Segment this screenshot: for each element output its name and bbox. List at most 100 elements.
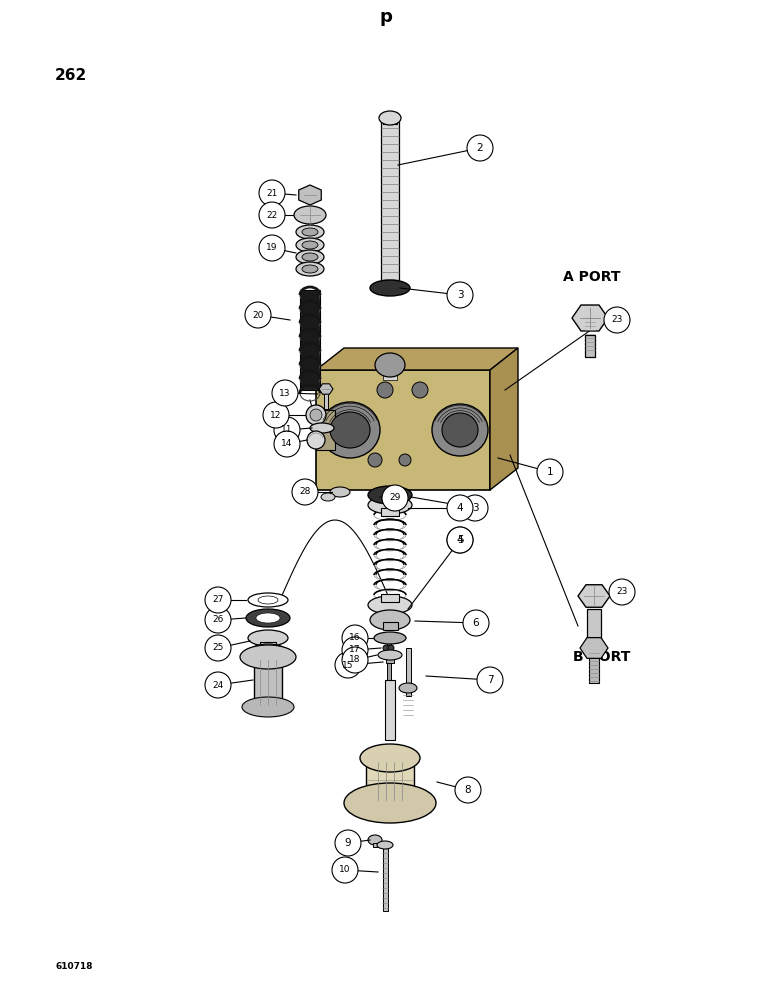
Ellipse shape — [320, 402, 380, 458]
Circle shape — [609, 579, 635, 605]
Circle shape — [259, 180, 285, 206]
Circle shape — [205, 635, 231, 661]
Bar — [324, 387, 328, 409]
Text: 23: 23 — [611, 316, 623, 324]
Bar — [405, 648, 411, 696]
Bar — [382, 622, 398, 630]
Bar — [383, 360, 397, 380]
Circle shape — [447, 527, 473, 553]
Ellipse shape — [248, 593, 288, 607]
Ellipse shape — [368, 496, 412, 514]
Ellipse shape — [375, 353, 405, 377]
Bar — [260, 642, 276, 648]
Ellipse shape — [368, 453, 382, 467]
Ellipse shape — [306, 405, 326, 425]
Ellipse shape — [330, 487, 350, 497]
Bar — [585, 335, 595, 357]
Text: 8: 8 — [465, 785, 472, 795]
Text: 7: 7 — [486, 675, 493, 685]
Circle shape — [342, 647, 368, 673]
Ellipse shape — [370, 610, 410, 630]
Circle shape — [604, 307, 630, 333]
Ellipse shape — [258, 596, 278, 604]
Ellipse shape — [378, 650, 402, 660]
Circle shape — [274, 417, 300, 443]
Bar — [382, 846, 388, 910]
Ellipse shape — [360, 744, 420, 772]
Text: p: p — [380, 8, 392, 26]
Text: 29: 29 — [389, 493, 401, 502]
Bar — [301, 292, 319, 388]
Ellipse shape — [296, 250, 324, 264]
Circle shape — [447, 527, 473, 553]
Ellipse shape — [296, 225, 324, 239]
Text: 15: 15 — [342, 660, 354, 670]
Circle shape — [272, 380, 298, 406]
Ellipse shape — [302, 241, 318, 249]
Text: 18: 18 — [349, 656, 361, 664]
Ellipse shape — [330, 412, 370, 448]
Ellipse shape — [383, 645, 389, 651]
Text: 4: 4 — [457, 535, 463, 545]
Circle shape — [205, 672, 231, 698]
Text: 10: 10 — [339, 865, 350, 874]
Text: 610718: 610718 — [55, 962, 93, 971]
Ellipse shape — [256, 613, 280, 623]
Polygon shape — [299, 185, 321, 205]
Text: 5: 5 — [457, 535, 463, 545]
Text: 11: 11 — [281, 426, 293, 434]
Text: 24: 24 — [212, 680, 224, 690]
Text: 19: 19 — [266, 243, 278, 252]
Circle shape — [332, 857, 358, 883]
Text: B PORT: B PORT — [573, 650, 631, 664]
Ellipse shape — [246, 609, 290, 627]
Text: A PORT: A PORT — [563, 270, 621, 284]
Ellipse shape — [368, 835, 382, 845]
Text: 27: 27 — [212, 595, 224, 604]
Circle shape — [463, 610, 489, 636]
Circle shape — [245, 302, 271, 328]
Circle shape — [263, 402, 289, 428]
Ellipse shape — [370, 280, 410, 296]
Bar — [589, 653, 599, 683]
Text: 22: 22 — [266, 211, 278, 220]
Polygon shape — [580, 638, 608, 658]
Polygon shape — [578, 585, 610, 607]
Text: 26: 26 — [212, 615, 224, 624]
Bar — [381, 120, 399, 280]
Circle shape — [205, 607, 231, 633]
Text: 21: 21 — [266, 188, 278, 198]
Ellipse shape — [379, 111, 401, 125]
Ellipse shape — [388, 645, 394, 651]
Polygon shape — [316, 410, 335, 450]
Ellipse shape — [302, 228, 318, 236]
Circle shape — [462, 495, 488, 521]
Ellipse shape — [344, 783, 436, 823]
Circle shape — [342, 625, 368, 651]
Text: 6: 6 — [472, 618, 479, 628]
Circle shape — [205, 587, 231, 613]
Ellipse shape — [296, 238, 324, 252]
Ellipse shape — [240, 645, 296, 669]
Ellipse shape — [296, 262, 324, 276]
Ellipse shape — [250, 644, 286, 658]
Ellipse shape — [302, 265, 318, 273]
Bar — [366, 758, 414, 802]
Text: 23: 23 — [616, 587, 628, 596]
Circle shape — [447, 282, 473, 308]
Ellipse shape — [242, 697, 294, 717]
Text: 1: 1 — [547, 467, 554, 477]
Text: 12: 12 — [270, 410, 282, 420]
Ellipse shape — [377, 841, 393, 849]
Polygon shape — [316, 348, 518, 370]
Text: 13: 13 — [279, 388, 291, 397]
Bar — [373, 843, 378, 847]
Ellipse shape — [248, 630, 288, 646]
Circle shape — [335, 830, 361, 856]
Text: 9: 9 — [344, 838, 351, 848]
Bar — [300, 290, 320, 390]
Polygon shape — [490, 348, 518, 490]
Bar — [587, 608, 601, 644]
Polygon shape — [572, 305, 608, 331]
Circle shape — [274, 431, 300, 457]
